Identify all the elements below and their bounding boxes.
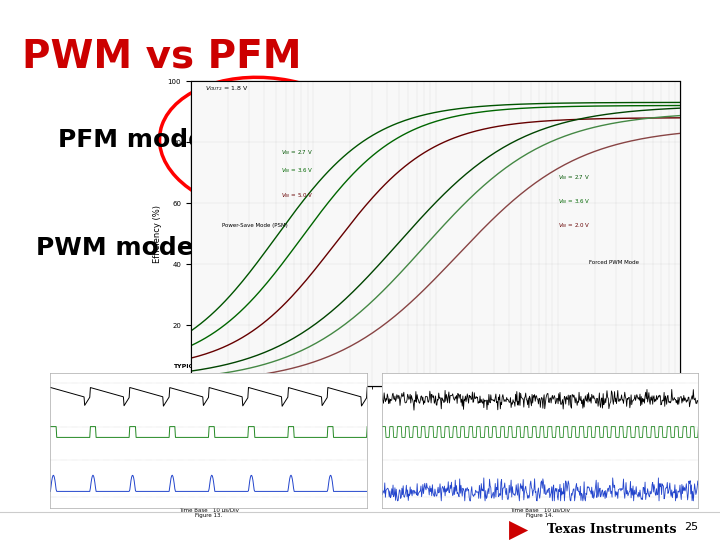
$V_{IN}$=2.7V (FPWM): [317, 316, 325, 323]
FancyBboxPatch shape: [191, 81, 680, 386]
Line: $V_{IN}$=2.7V (PSM): $V_{IN}$=2.7V (PSM): [191, 103, 680, 331]
$V_{IN}$=3.6V (PSM): [676, 102, 685, 109]
$V_{IN}$=3.6V (PSM): [206, 332, 215, 338]
$V_{IN}$=2.7V (PSM): [277, 226, 286, 232]
Text: $V_{OUT2}$ = 1.8 V: $V_{OUT2}$ = 1.8 V: [204, 84, 248, 93]
Y-axis label: Efficiency (%): Efficiency (%): [153, 205, 162, 262]
X-axis label: Load Current, $I_{OUT}$ (mA): Load Current, $I_{OUT}$ (mA): [386, 413, 485, 425]
Text: Power-Save Mode (PSM): Power-Save Mode (PSM): [222, 224, 288, 228]
$V_{IN}$=5.0V (PSM): [216, 345, 225, 352]
$V_{IN}$=5.0V (PSM): [206, 349, 215, 355]
Text: PWM vs PFM: PWM vs PFM: [22, 38, 301, 76]
$V_{IN}$=2.7V (FPWM): [216, 363, 225, 369]
Text: Texas Instruments: Texas Instruments: [547, 523, 677, 536]
$V_{IN}$=3.6V (PSM): [277, 261, 286, 267]
$V_{IN}$=3.6V (PSM): [652, 103, 660, 109]
Text: $V_{IN}$ = 3.6 V: $V_{IN}$ = 3.6 V: [558, 197, 590, 206]
$V_{IN}$=3.6V (FPWM): [186, 374, 195, 380]
Text: 25: 25: [684, 522, 698, 532]
Text: $V_{IN}$ = 2.7 V: $V_{IN}$ = 2.7 V: [558, 173, 590, 181]
Text: Forced PWM Mode: Forced PWM Mode: [589, 260, 639, 265]
$V_{IN}$=2.7V (FPWM): [676, 105, 685, 111]
$V_{IN}$=2.7V (FPWM): [186, 368, 195, 374]
Text: PWM mode: PWM mode: [36, 237, 194, 260]
$V_{IN}$=3.6V (FPWM): [634, 116, 643, 123]
$V_{IN}$=2.7V (PSM): [186, 328, 195, 334]
$V_{IN}$=5.0V (PSM): [634, 115, 643, 122]
$V_{IN}$=5.0V (FPWM): [206, 377, 215, 383]
$V_{IN}$=5.0V (PSM): [317, 259, 325, 265]
Text: Time Base   10 µs/Div
Figure 13.: Time Base 10 µs/Div Figure 13.: [179, 508, 239, 518]
$V_{IN}$=5.0V (FPWM): [277, 367, 286, 374]
$V_{IN}$=5.0V (FPWM): [317, 356, 325, 362]
$V_{IN}$=2.7V (PSM): [317, 176, 325, 183]
$V_{IN}$=2.7V (FPWM): [634, 107, 643, 114]
$V_{IN}$=2.7V (PSM): [676, 99, 685, 106]
$V_{IN}$=2.7V (PSM): [634, 99, 643, 106]
$V_{IN}$=2.7V (PSM): [216, 303, 225, 309]
Text: TYPICAL OPERATION
vs
PFM MODE: TYPICAL OPERATION vs PFM MODE: [173, 364, 245, 381]
Text: TYPICAL OPERATION
vs
PWM MODE: TYPICAL OPERATION vs PWM MODE: [504, 364, 576, 381]
$V_{IN}$=5.0V (PSM): [676, 114, 685, 121]
Line: $V_{IN}$=5.0V (PSM): $V_{IN}$=5.0V (PSM): [191, 118, 680, 358]
$V_{IN}$=3.6V (FPWM): [676, 112, 685, 119]
$V_{IN}$=3.6V (PSM): [634, 103, 643, 109]
$V_{IN}$=3.6V (FPWM): [277, 355, 286, 362]
Text: PFM mode: PFM mode: [58, 129, 204, 152]
Text: $V_{IN}$ = 5.0 V: $V_{IN}$ = 5.0 V: [282, 191, 314, 200]
$V_{IN}$=2.7V (FPWM): [277, 341, 286, 348]
$V_{IN}$=5.0V (FPWM): [186, 378, 195, 384]
Line: $V_{IN}$=3.6V (FPWM): $V_{IN}$=3.6V (FPWM): [191, 116, 680, 377]
$V_{IN}$=3.6V (PSM): [216, 325, 225, 332]
$V_{IN}$=5.0V (PSM): [277, 303, 286, 310]
$V_{IN}$=3.6V (FPWM): [317, 337, 325, 343]
Line: $V_{IN}$=5.0V (FPWM): $V_{IN}$=5.0V (FPWM): [191, 133, 680, 381]
Line: $V_{IN}$=2.7V (FPWM): $V_{IN}$=2.7V (FPWM): [191, 108, 680, 371]
$V_{IN}$=5.0V (FPWM): [676, 130, 685, 137]
Text: $V_{IN}$ = 2.0 V: $V_{IN}$ = 2.0 V: [558, 221, 590, 231]
$V_{IN}$=3.6V (PSM): [186, 342, 195, 349]
$V_{IN}$=3.6V (FPWM): [652, 114, 660, 121]
$V_{IN}$=5.0V (PSM): [652, 114, 660, 121]
Text: $V_{IN}$ = 3.6 V: $V_{IN}$ = 3.6 V: [282, 166, 314, 176]
$V_{IN}$=5.0V (FPWM): [634, 136, 643, 143]
$V_{IN}$=2.7V (FPWM): [652, 106, 660, 113]
Text: ▶: ▶: [509, 518, 528, 540]
$V_{IN}$=2.7V (PSM): [652, 99, 660, 106]
Text: Time Base   10 µs/Div
Figure 14.: Time Base 10 µs/Div Figure 14.: [510, 508, 570, 518]
$V_{IN}$=2.7V (FPWM): [206, 364, 215, 371]
Line: $V_{IN}$=3.6V (PSM): $V_{IN}$=3.6V (PSM): [191, 105, 680, 346]
Text: $V_{IN}$ = 2.7 V: $V_{IN}$ = 2.7 V: [282, 148, 313, 157]
$V_{IN}$=5.0V (PSM): [186, 355, 195, 361]
$V_{IN}$=2.7V (PSM): [206, 312, 215, 319]
$V_{IN}$=5.0V (FPWM): [216, 376, 225, 382]
$V_{IN}$=3.6V (FPWM): [216, 370, 225, 377]
$V_{IN}$=3.6V (PSM): [317, 208, 325, 215]
$V_{IN}$=3.6V (FPWM): [206, 372, 215, 378]
$V_{IN}$=5.0V (FPWM): [652, 133, 660, 140]
